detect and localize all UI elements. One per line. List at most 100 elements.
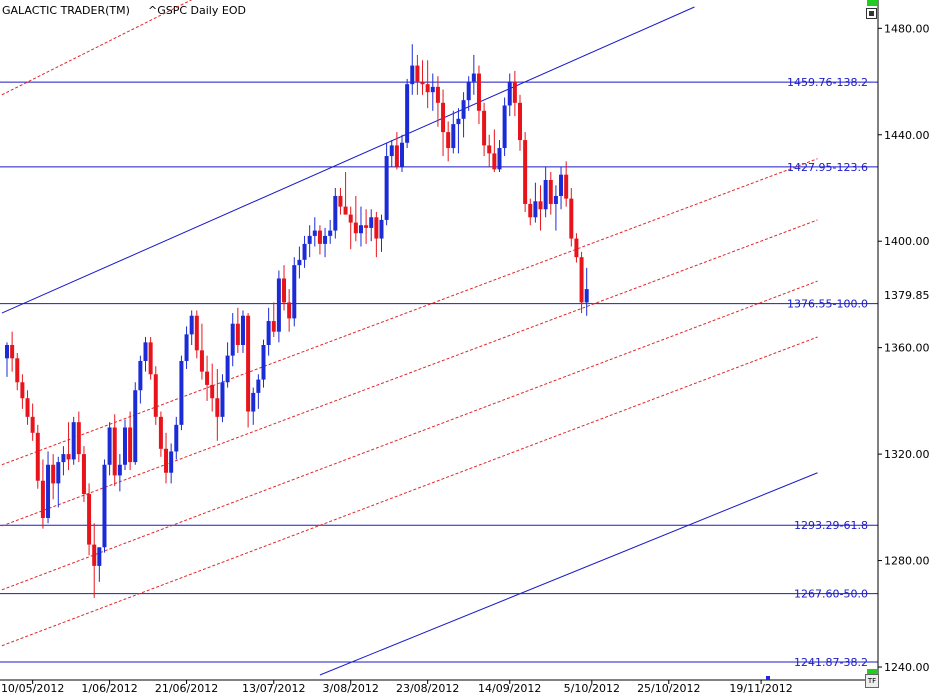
candle [553, 185, 558, 231]
candle [343, 172, 348, 215]
candle [328, 219, 333, 244]
y-tick-label: 1440.00 [884, 129, 930, 142]
candle [256, 374, 261, 409]
candle [128, 411, 133, 471]
fib-level-label: 1376.55-100.0 [787, 298, 868, 311]
candle [389, 140, 394, 167]
candle [240, 310, 245, 353]
candle [471, 54, 476, 95]
candle [297, 246, 302, 279]
candle-body [292, 265, 297, 319]
candle-body [518, 102, 522, 141]
y-tick-label: 1320.00 [884, 448, 930, 461]
candle [20, 374, 25, 409]
fib-level-label: 1293.29-61.8 [794, 519, 868, 532]
y-tick-label: 1480.00 [884, 22, 930, 35]
candle [112, 414, 117, 487]
candle [569, 187, 574, 247]
candle-body [107, 427, 112, 465]
candle [548, 172, 553, 215]
candle [271, 302, 276, 338]
candle [430, 73, 435, 111]
candle [528, 198, 533, 226]
candle-body [564, 174, 569, 199]
candle [40, 459, 45, 529]
candle [435, 76, 440, 127]
candle [584, 267, 589, 316]
candle [482, 102, 487, 157]
candle-body [210, 384, 215, 399]
candle-body [569, 198, 574, 239]
candle [251, 387, 256, 425]
candle-body [328, 230, 333, 236]
candle-body [302, 243, 307, 260]
candle-body [358, 225, 363, 234]
candle-body [553, 195, 558, 204]
candle [266, 307, 271, 356]
candle [507, 73, 512, 117]
candle-body [364, 225, 369, 228]
candle [579, 251, 584, 314]
candle-body [343, 206, 348, 215]
channel-solid-line [319, 472, 818, 676]
candle [487, 134, 492, 167]
candle [133, 382, 138, 465]
candle [466, 76, 471, 111]
candle-body [117, 464, 122, 476]
candle-body [476, 73, 481, 111]
candle-body [5, 345, 9, 359]
maximize-button[interactable] [866, 8, 877, 19]
channel-dashed-line [1, 280, 818, 591]
candle-body [451, 124, 456, 149]
candle [369, 209, 374, 242]
channel-dashed-line [1, 336, 818, 647]
bottom-marker [867, 669, 877, 677]
candle-body [184, 334, 189, 361]
candle [174, 416, 179, 460]
candle [164, 432, 169, 484]
x-tick-label: 14/09/2012 [478, 682, 541, 693]
y-tick-label: 1280.00 [884, 555, 930, 568]
candle-body [333, 195, 338, 231]
candle-body [287, 302, 292, 319]
candle-body [30, 416, 35, 433]
candle [353, 195, 358, 242]
candle-body [15, 358, 20, 383]
candle-body [56, 462, 61, 484]
candle [364, 209, 369, 244]
candle-body [61, 454, 66, 463]
candle [400, 134, 405, 173]
candle [492, 129, 497, 173]
candle [153, 366, 158, 425]
candle-body [138, 360, 143, 391]
candle [323, 227, 328, 258]
candle [312, 217, 317, 247]
candle-body [199, 350, 204, 372]
candle-body [466, 81, 471, 101]
channel-solid-line [1, 6, 695, 314]
candle-body [456, 118, 461, 125]
tf-badge[interactable]: TF [865, 674, 879, 688]
candle-body [66, 454, 71, 460]
channel-dashed-line [1, 219, 818, 527]
app-title: GALACTIC TRADER(TM) [2, 4, 130, 17]
candle-body [528, 203, 533, 218]
candle-body [384, 156, 389, 220]
candle [425, 60, 430, 109]
candle-body [410, 65, 415, 85]
candle [81, 446, 86, 503]
candle-body [297, 259, 302, 266]
top-marker [867, 0, 877, 6]
candle-body [425, 84, 430, 93]
candle-body [497, 148, 502, 170]
candle [374, 211, 379, 258]
candle [302, 235, 307, 268]
candle-body [394, 145, 399, 167]
candle-body [471, 73, 476, 82]
symbol-info: ^GSPC Daily EOD [148, 4, 246, 17]
candle [179, 355, 184, 431]
candle-body [225, 355, 230, 383]
candle [348, 206, 353, 250]
x-tick-label: 19/11/2012 [729, 682, 792, 693]
candle-body [353, 222, 358, 234]
